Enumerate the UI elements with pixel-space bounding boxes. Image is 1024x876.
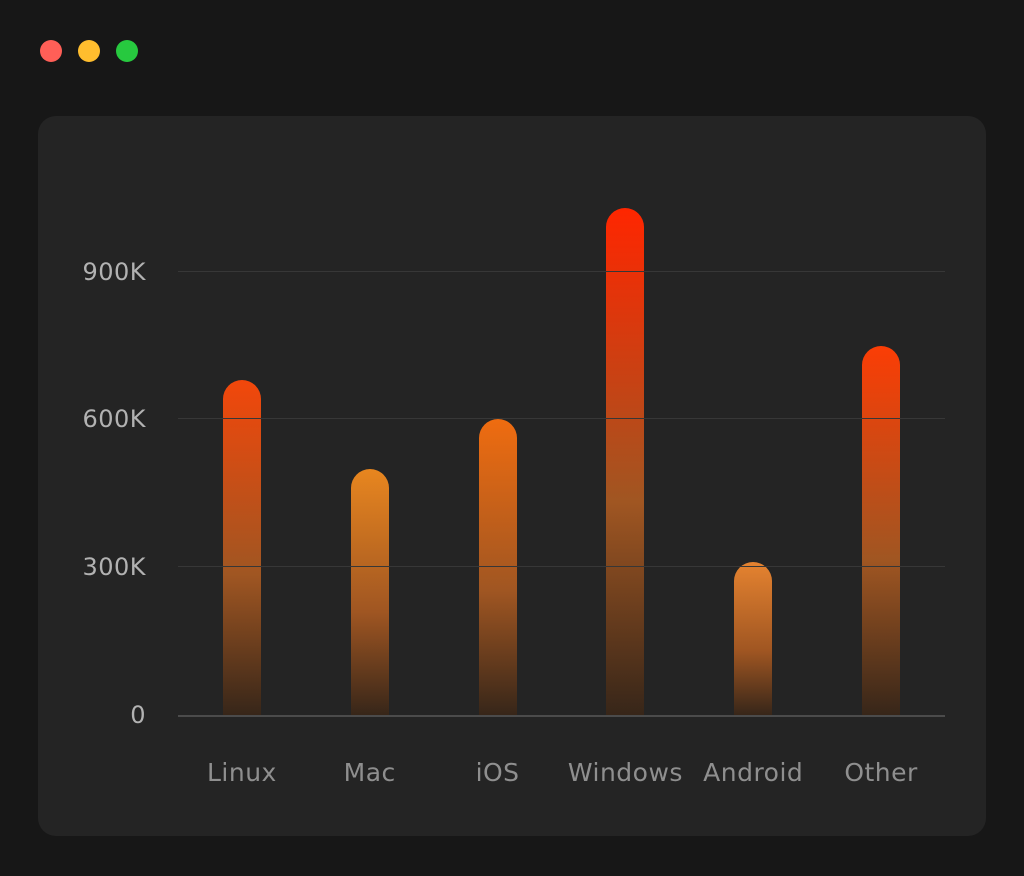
bar-slot (434, 185, 562, 715)
bar-other (862, 346, 901, 715)
bar-linux (222, 380, 261, 715)
y-axis-label: 900K (82, 258, 146, 286)
plot-area: 0 300K 600K 900K (82, 185, 945, 729)
y-axis-label: 300K (82, 553, 146, 581)
window-controls (40, 40, 138, 62)
bar-slot (561, 185, 689, 715)
bars-container (178, 185, 945, 715)
bar-slot (689, 185, 817, 715)
x-axis-label-windows: Windows (567, 758, 683, 787)
y-axis-label: 600K (82, 405, 146, 433)
gridline (178, 418, 945, 419)
x-axis-label-ios: iOS (475, 758, 520, 787)
x-axis-label-linux: Linux (206, 758, 277, 787)
bar-slot (817, 185, 945, 715)
gridline (178, 566, 945, 567)
x-axis-label-other: Other (844, 758, 918, 787)
bar-ios (478, 419, 517, 715)
zoom-button[interactable] (116, 40, 138, 62)
x-axis-label-android: Android (703, 758, 804, 787)
bar-windows (606, 208, 645, 715)
gridline (178, 271, 945, 272)
bar-slot (306, 185, 434, 715)
x-axis-label-mac: Mac (343, 758, 396, 787)
bar-android (734, 562, 773, 715)
bar-mac (350, 469, 389, 715)
y-axis-label: 0 (130, 701, 146, 729)
x-axis: Linux Mac iOS Windows Android Other (178, 758, 945, 787)
close-button[interactable] (40, 40, 62, 62)
minimize-button[interactable] (78, 40, 100, 62)
chart-card: 0 300K 600K 900K Linux Mac iOS Windows Android O… (38, 116, 986, 836)
bar-slot (178, 185, 306, 715)
